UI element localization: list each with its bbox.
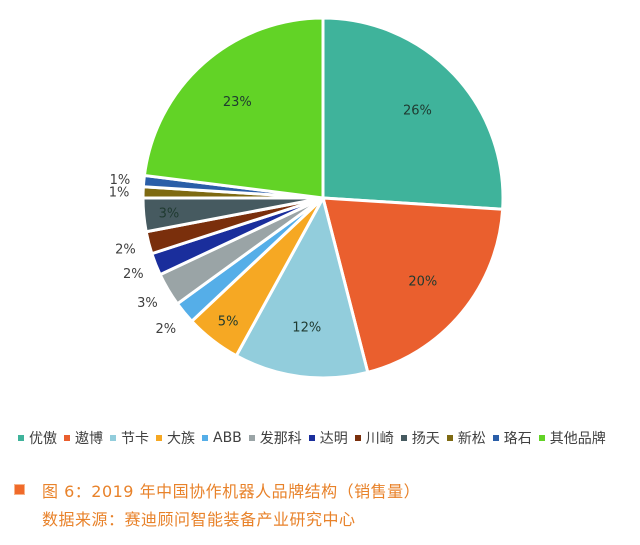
legend-item: 其他品牌 [538,428,606,448]
figure-caption: 图 6：2019 年中国协作机器人品牌结构（销售量） 数据来源：赛迪顾问智能装备… [14,478,420,534]
legend-label: 大族 [167,431,195,447]
legend-label: 川崎 [365,431,394,447]
legend-item: 珞石 [492,428,532,448]
pie-label: 12% [292,321,321,336]
pie-label: 2% [115,243,136,258]
pie-label: 2% [156,322,177,337]
legend-swatch-icon [354,435,361,441]
pie-slices [141,16,505,380]
legend-item: 扬天 [400,428,440,448]
pie-label: 23% [223,95,252,110]
pie-slice-优傲 [321,16,505,211]
legend-label: 达明 [319,431,348,447]
legend-item: 大族 [156,428,195,448]
legend-swatch-icon [446,435,453,441]
caption-source: 数据来源：赛迪顾问智能装备产业研究中心 [42,510,356,529]
legend-swatch-icon [18,435,24,441]
legend-swatch-icon [64,435,70,441]
legend-swatch-icon [248,435,255,441]
legend-label: 遨博 [75,431,103,447]
legend-item: 发那科 [248,428,302,448]
legend-item: 新松 [446,428,486,448]
legend-item: 川崎 [354,428,394,448]
legend-swatch-icon [538,435,545,441]
legend-item: 遨博 [64,428,103,448]
legend-label: 节卡 [121,431,149,447]
pie-slice-节卡 [234,193,370,380]
pie-label: 3% [137,296,158,311]
pie-label: 2% [123,267,144,282]
pie-label: 1% [109,186,130,201]
legend-item: ABB [202,430,242,446]
pie-label: 3% [159,207,180,222]
pie-chart: 26% 20% 12% 5% 2% 3% 2% 2% 3% 1%1% 23% [109,16,505,380]
legend-swatch-icon [492,435,499,441]
legend-label: 发那科 [259,431,302,447]
chart-legend: 优傲 遨博 节卡 大族 ABB 发那科 达明 川崎 扬天 新松 珞石 其他品牌 [18,428,638,448]
legend-swatch-icon [202,435,208,441]
legend-swatch-icon [156,435,162,441]
legend-label: ABB [213,430,242,446]
pie-label: 1% [110,173,131,188]
pie-label: 5% [218,314,239,329]
legend-swatch-icon [308,435,315,441]
legend-swatch-icon [400,435,407,441]
pie-slice-其他品牌 [142,16,325,200]
legend-label: 扬天 [411,431,440,447]
legend-label: 其他品牌 [549,431,606,447]
legend-label: 珞石 [503,431,532,447]
legend-item: 节卡 [110,428,149,448]
legend-swatch-icon [110,435,116,441]
legend-label: 新松 [457,431,486,447]
pie-labels: 26% 20% 12% 5% 2% 3% 2% 2% 3% 1%1% 23% [109,95,438,337]
legend-label: 优傲 [29,431,57,447]
legend-item: 优傲 [18,428,57,448]
caption-title: 图 6：2019 年中国协作机器人品牌结构（销售量） [42,482,421,501]
pie-label: 26% [403,103,432,118]
pie-slice-遨博 [321,196,505,375]
caption-bullet-icon [14,484,25,495]
legend-item: 达明 [308,428,348,448]
pie-label: 20% [408,275,437,290]
